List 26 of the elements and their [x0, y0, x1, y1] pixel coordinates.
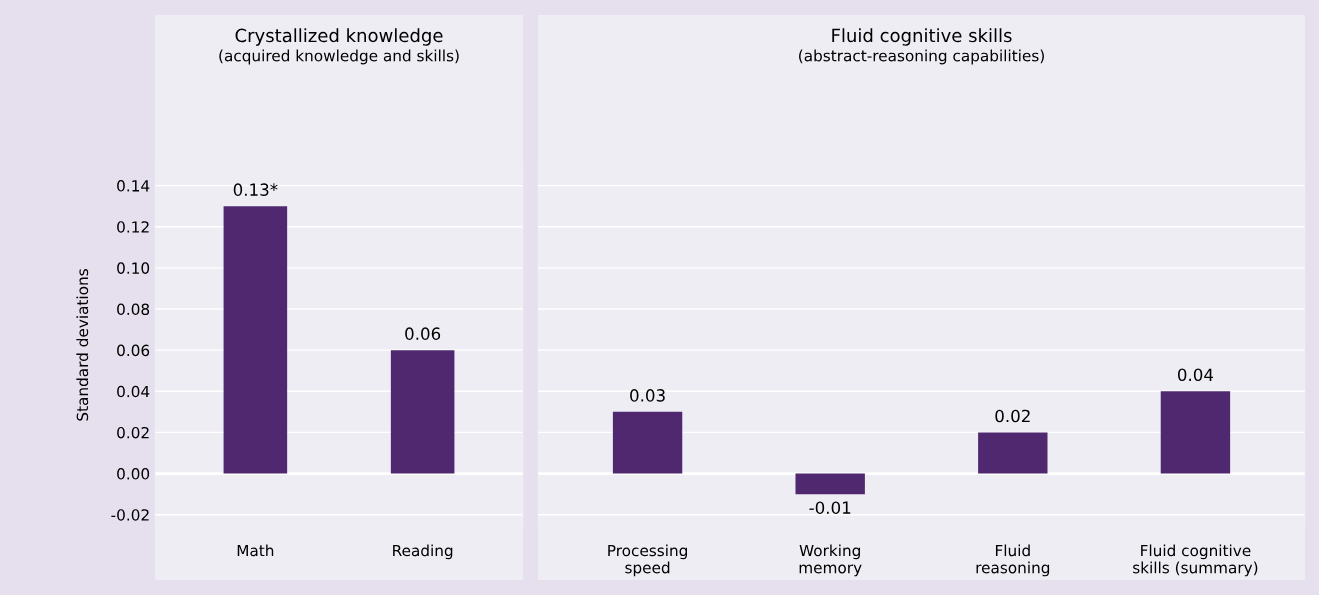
y-tick-label: 0.06 [117, 344, 150, 357]
x-tick-label: Processing speed [608, 544, 687, 577]
data-label: 0.03 [630, 389, 665, 402]
y-tick-label: 0.14 [117, 180, 150, 192]
chart-title: Crystallized knowledge [235, 28, 443, 46]
y-tick-label: 0.12 [117, 221, 149, 233]
data-label: 0.13* [233, 183, 278, 196]
x-tick-label: Fluid reasoning [976, 544, 1050, 577]
data-label: 0.02 [995, 409, 1030, 423]
y-tick-label: 0.08 [117, 303, 150, 316]
chart-title: Fluid cognitive skills [832, 28, 1012, 46]
x-tick-label: Reading [393, 544, 453, 560]
chart-subtitle: (acquired knowledge and skills) [219, 49, 459, 65]
y-tick-label: 0.04 [117, 385, 150, 398]
y-tick-label: -0.02 [111, 509, 149, 521]
y-axis-title: Standard deviations [76, 269, 89, 421]
data-label: 0.04 [1177, 368, 1214, 382]
y-tick-label: 0.10 [117, 262, 150, 274]
data-label: 0.06 [405, 327, 441, 340]
y-tick-label: 0.02 [117, 426, 149, 439]
x-tick-label: Math [237, 544, 274, 557]
data-label: -0.01 [809, 501, 851, 514]
x-tick-label: Fluid cognitive skills (summary) [1133, 544, 1258, 577]
chart-subtitle: (abstract-reasoning capabilities) [799, 49, 1044, 65]
x-tick-label: Working memory [799, 544, 862, 577]
y-tick-label: 0.00 [117, 468, 150, 480]
